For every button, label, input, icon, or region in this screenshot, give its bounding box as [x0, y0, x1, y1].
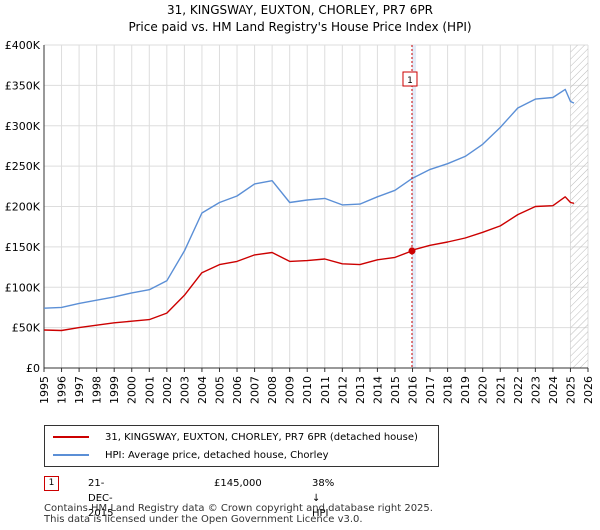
legend-item-property: 31, KINGSWAY, EUXTON, CHORLEY, PR7 6PR (…	[53, 429, 418, 445]
legend-label-hpi: HPI: Average price, detached house, Chor…	[105, 449, 329, 461]
legend: 31, KINGSWAY, EUXTON, CHORLEY, PR7 6PR (…	[44, 425, 439, 467]
x-tick-label: 2021	[494, 376, 507, 404]
footer-licence: This data is licensed under the Open Gov…	[44, 514, 363, 525]
footer-copyright: Contains HM Land Registry data © Crown c…	[44, 503, 433, 514]
y-tick-label: £300K	[5, 120, 41, 133]
x-tick-label: 2024	[547, 376, 560, 404]
annotation-price: £145,000	[214, 478, 262, 489]
hpi-line	[43, 88, 575, 309]
annotation-date: 21-DEC-2015	[88, 478, 114, 519]
x-tick-label: 2004	[196, 376, 209, 404]
x-tick-label: 2010	[301, 376, 314, 404]
x-tick-label: 2009	[284, 376, 297, 404]
annotation-marker-label: 1	[44, 476, 59, 491]
y-tick-label: £400K	[5, 39, 41, 52]
y-tick-label: £200K	[5, 201, 41, 214]
x-tick-label: 2018	[442, 376, 455, 404]
y-tick-label: £100K	[5, 281, 41, 294]
x-tick-label: 1998	[91, 376, 104, 404]
x-tick-label: 2026	[582, 376, 595, 404]
property-price-line	[43, 196, 575, 332]
forecast-hatch-region	[570, 45, 588, 368]
price-chart: £0 £50K £100K £150K £200K £250K £300K £350K £400…	[5, 39, 595, 404]
x-tick-label: 2002	[161, 376, 174, 404]
legend-label-property: 31, KINGSWAY, EUXTON, CHORLEY, PR7 6PR (…	[105, 431, 418, 443]
x-tick-label: 2017	[424, 376, 437, 404]
x-tick-label: 2011	[319, 376, 332, 404]
x-tick-label: 2001	[143, 376, 156, 404]
x-tick-label: 2019	[459, 376, 472, 404]
sale-label-text: 1	[407, 76, 413, 86]
x-tick-label: 1997	[73, 376, 86, 404]
x-tick-label: 2006	[231, 376, 244, 404]
x-tick-label: 1999	[108, 376, 121, 404]
chart-title: 31, KINGSWAY, EUXTON, CHORLEY, PR7 6PR	[166, 3, 434, 17]
legend-swatch-hpi	[53, 454, 89, 456]
x-tick-label: 2020	[477, 376, 490, 404]
legend-swatch-property	[53, 436, 89, 438]
y-tick-label: £0	[26, 362, 40, 375]
sale-point-marker	[408, 247, 416, 255]
x-tick-label: 1995	[38, 376, 51, 404]
x-tick-label: 2025	[564, 376, 577, 404]
x-tick-label: 2013	[354, 376, 367, 404]
legend-item-hpi: HPI: Average price, detached house, Chor…	[53, 447, 329, 463]
y-tick-label: £50K	[12, 322, 41, 335]
x-tick-label: 2012	[336, 376, 349, 404]
x-tick-label: 2022	[512, 376, 525, 404]
y-tick-label: £250K	[5, 160, 41, 173]
y-tick-label: £350K	[5, 79, 41, 92]
x-tick-label: 2023	[529, 376, 542, 404]
x-tick-label: 2016	[407, 376, 420, 404]
x-tick-label: 2003	[178, 376, 191, 404]
x-tick-label: 2007	[249, 376, 262, 404]
y-tick-label: £150K	[5, 241, 41, 254]
x-tick-label: 1996	[56, 376, 69, 404]
x-tick-label: 2000	[126, 376, 139, 404]
annotation-hpi-diff: 38% ↓ HPI	[312, 478, 335, 519]
sale-highlight-region	[411, 45, 417, 368]
x-tick-label: 2014	[371, 376, 384, 404]
sale-label-box	[402, 71, 418, 87]
x-tick-label: 2005	[213, 376, 226, 404]
x-tick-label: 2015	[389, 376, 402, 404]
x-tick-label: 2008	[266, 376, 279, 404]
chart-subtitle: Price paid vs. HM Land Registry's House …	[128, 20, 472, 34]
